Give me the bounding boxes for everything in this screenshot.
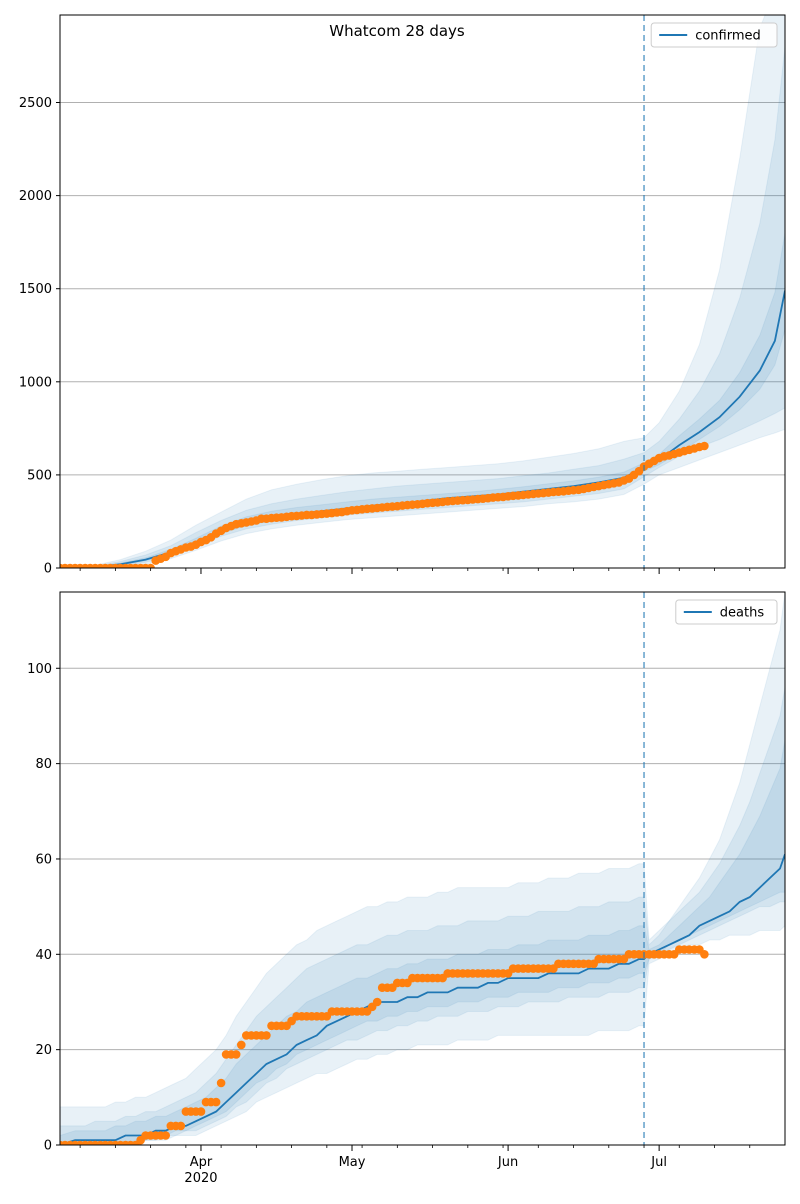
confirmed-observed-point xyxy=(700,441,709,451)
y-tick-label: 60 xyxy=(35,852,52,867)
y-tick-label: 2000 xyxy=(19,189,52,204)
deaths-observed-point xyxy=(262,1031,271,1040)
deaths-observed-point xyxy=(161,1131,170,1140)
y-tick-label: 500 xyxy=(27,468,52,483)
deaths-plot-area xyxy=(60,592,785,1145)
deaths-observed-point xyxy=(231,1050,241,1059)
confirmed-plot-area xyxy=(60,15,785,568)
deaths-observed-point xyxy=(372,997,382,1007)
deaths-observed-point xyxy=(216,1078,226,1088)
deaths-observed-point xyxy=(196,1107,206,1116)
y-tick-label: 40 xyxy=(35,948,52,963)
x-year-label: 2020 xyxy=(184,1171,217,1186)
deaths-observed-point xyxy=(237,1040,246,1050)
y-tick-label: 20 xyxy=(35,1043,52,1058)
y-tick-label: 2500 xyxy=(19,96,52,111)
deaths-panel: 0 20 40 60 80 100 Apr May Jun Jul 2020 deaths xyxy=(27,591,786,1186)
deaths-observed-point xyxy=(211,1097,221,1107)
x-tick-label: Jul xyxy=(650,1155,667,1170)
deaths-model-line xyxy=(60,853,785,1145)
deaths-band-3 xyxy=(60,739,785,1145)
deaths-observed-point xyxy=(176,1121,186,1131)
y-tick-label: 1500 xyxy=(19,282,52,297)
confirmed-legend-box xyxy=(650,22,778,48)
y-tick-label: 0 xyxy=(44,1139,52,1154)
y-tick-label: 1000 xyxy=(19,375,52,390)
deaths-observed-point xyxy=(700,950,709,959)
x-tick-label: Jun xyxy=(497,1155,518,1170)
deaths-axes-frame xyxy=(59,591,786,1146)
y-tick-label: 80 xyxy=(35,757,52,772)
confirmed-observed-point xyxy=(146,563,155,568)
figure-title: Whatcom 28 days xyxy=(329,22,465,40)
y-tick-label: 100 xyxy=(27,662,52,677)
deaths-band-2 xyxy=(60,687,785,1145)
confirmed-band-2 xyxy=(60,46,785,568)
x-tick-label: Apr xyxy=(190,1155,213,1170)
confirmed-panel: 0 500 1000 1500 2000 2500 confirmed xyxy=(19,14,786,577)
confirmed-band-1 xyxy=(60,15,785,568)
deaths-band-1 xyxy=(60,592,785,1145)
y-tick-label: 0 xyxy=(44,562,52,577)
x-tick-label: May xyxy=(339,1155,366,1170)
deaths-legend-box xyxy=(675,599,778,625)
confirmed-axes-frame xyxy=(59,14,786,569)
deaths-legend-label: deaths xyxy=(720,606,765,621)
confirmed-legend-label: confirmed xyxy=(695,29,761,44)
